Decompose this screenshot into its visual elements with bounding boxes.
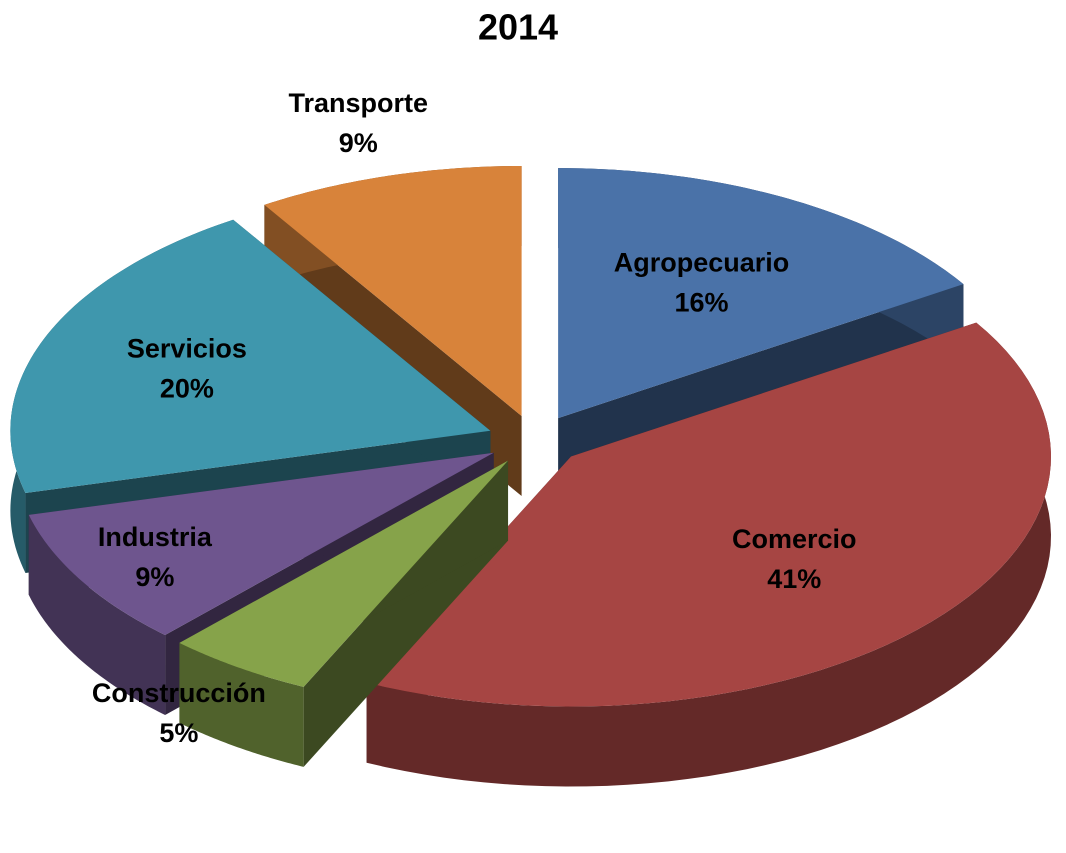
slice — [28, 452, 494, 635]
slice — [558, 168, 964, 419]
slice-value-label: 41% — [767, 564, 821, 594]
slice — [10, 219, 491, 493]
slice-category-label: Agropecuario — [614, 247, 790, 277]
slice-category-label: Construcción — [92, 678, 266, 708]
slice-value-label: 5% — [159, 718, 198, 748]
slice-value-label: 20% — [160, 373, 214, 403]
slice-value-label: 16% — [674, 287, 728, 317]
slice — [366, 322, 1051, 707]
labels: Agropecuario 16% Comercio 41% Construcción 5%… — [92, 88, 857, 748]
slice-outer-side — [366, 322, 1051, 787]
slice-category-label: Transporte — [288, 88, 428, 118]
slice-outer-side — [28, 514, 166, 715]
slice-category-label: Industria — [98, 522, 213, 552]
slice-outer-side — [179, 642, 304, 767]
slice — [179, 460, 509, 687]
slices — [10, 165, 1051, 787]
chart-title: 2014 — [478, 7, 558, 48]
slice — [264, 165, 522, 416]
slice-value-label: 9% — [135, 562, 174, 592]
slice-category-label: Servicios — [127, 333, 247, 363]
slice-category-label: Comercio — [732, 524, 857, 554]
slice-value-label: 9% — [339, 128, 378, 158]
